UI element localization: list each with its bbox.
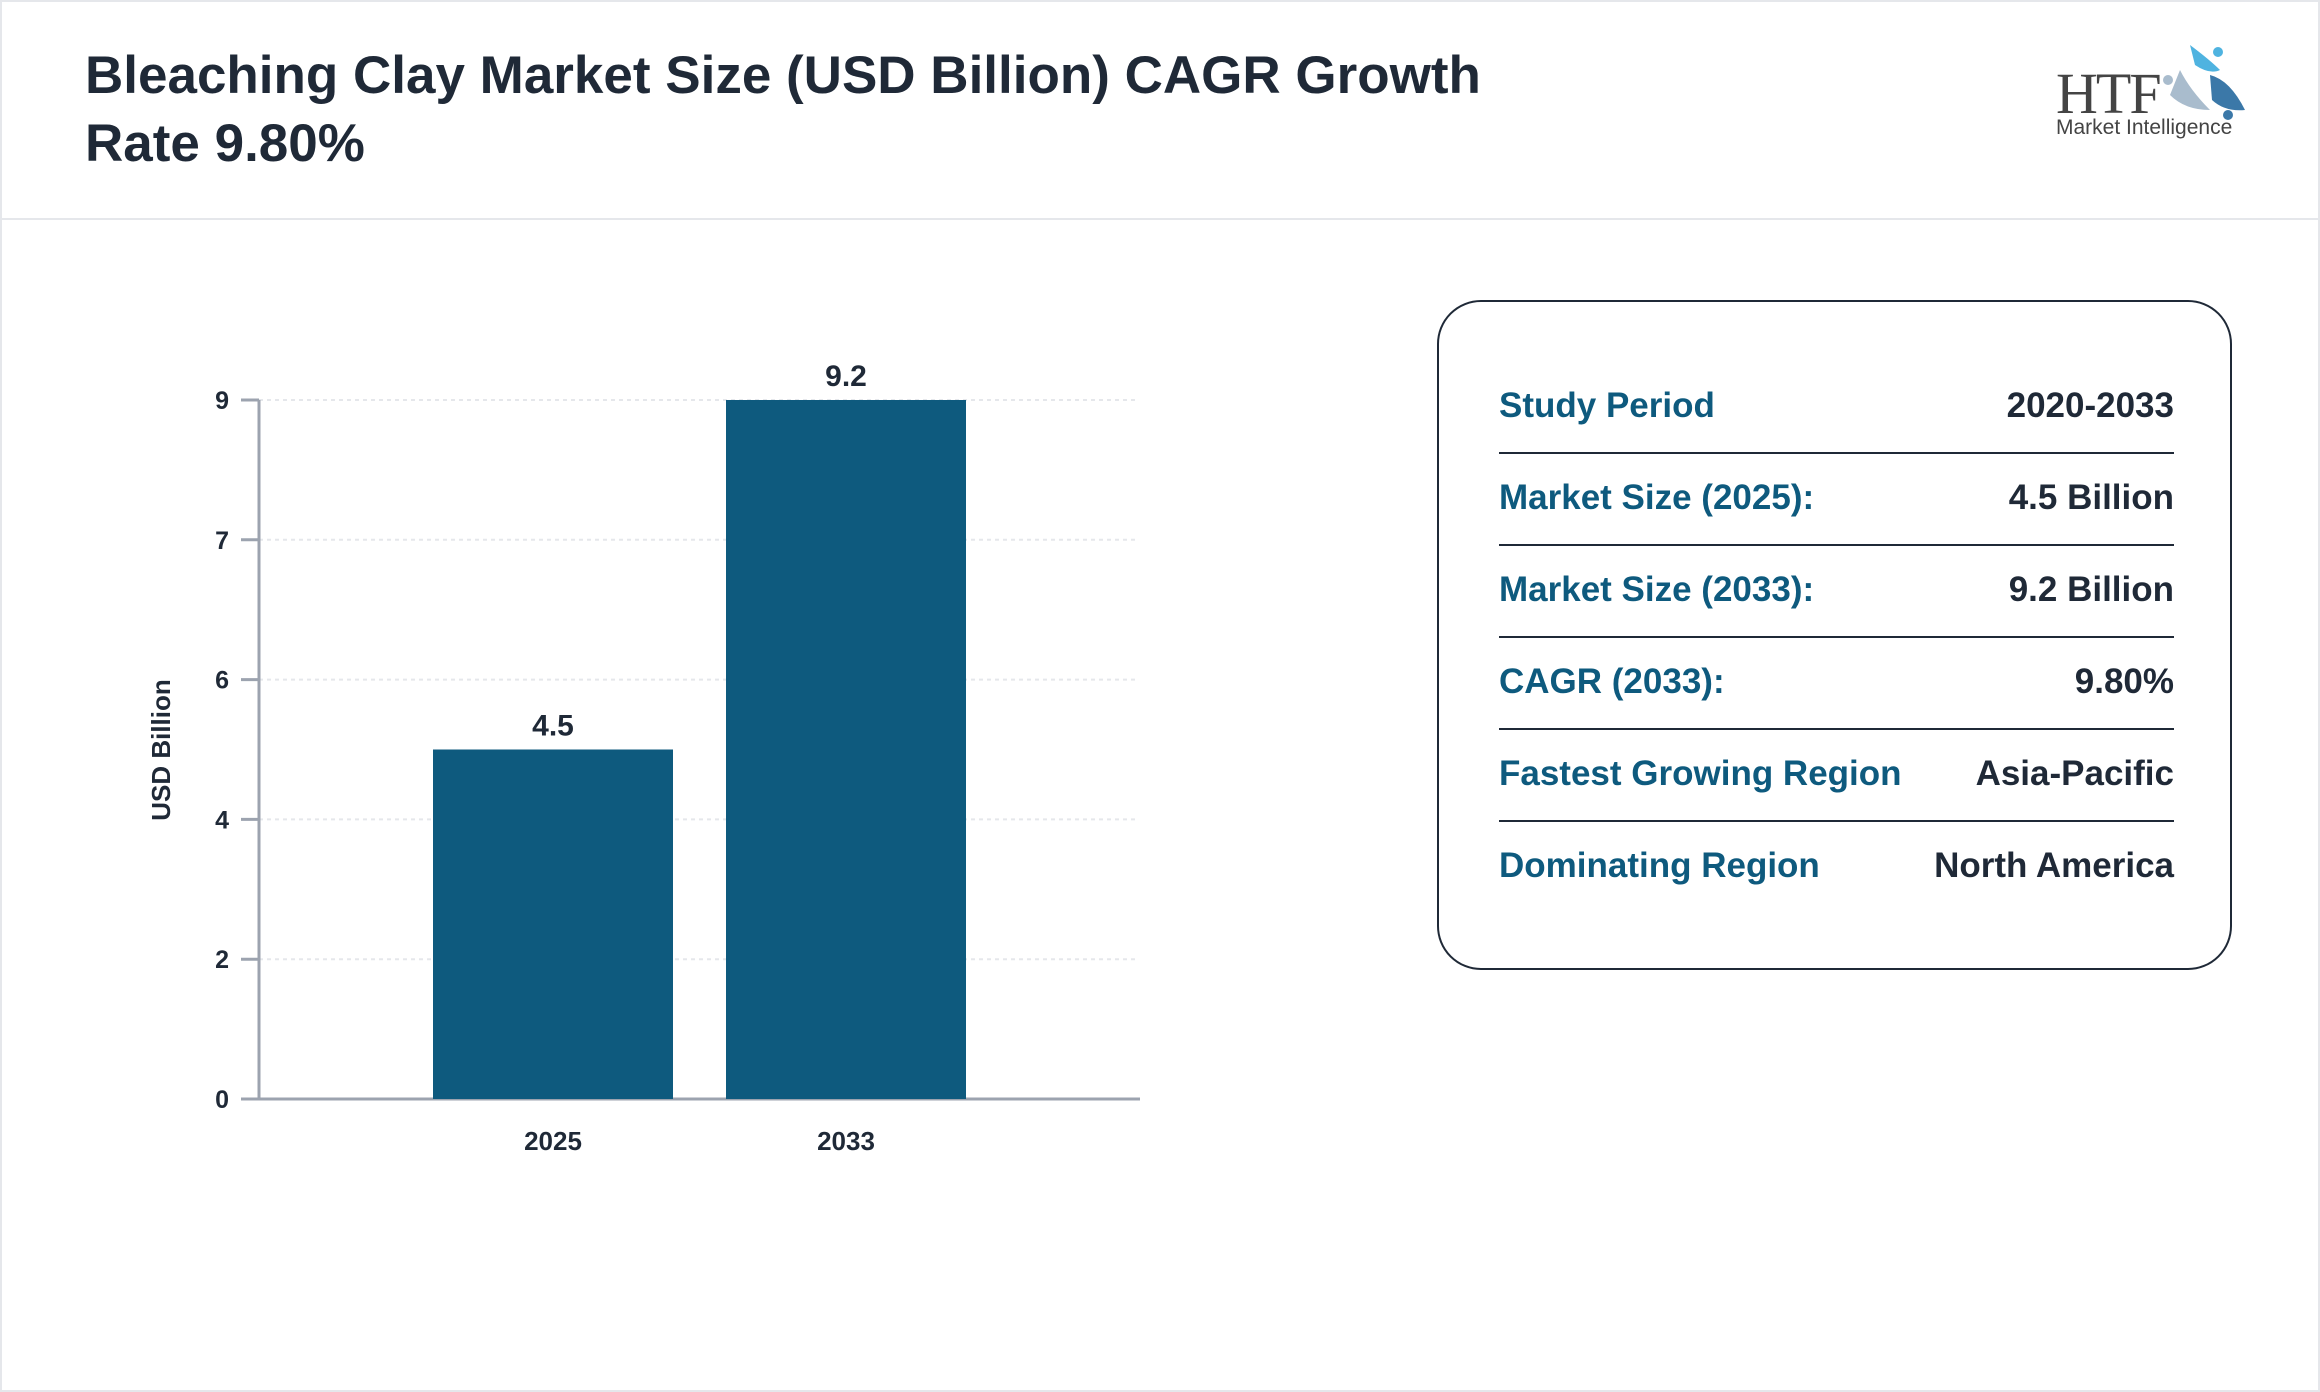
summary-value: 2020-2033 [2006,386,2174,425]
bar-chart: 0 2 4 6 7 9 USD Billion 4.5 2025 9.2 2033 [146,360,1140,1156]
summary-card: Study Period 2020-2033 Market Size (2025):… [1437,300,2232,970]
bar [433,749,673,1099]
summary-row: Market Size (2033): 9.2 Billion [1499,544,2174,638]
bar [726,400,966,1099]
data-label: 9.2 [825,360,867,393]
logo-subtext: Market Intelligence [2056,116,2233,139]
x-tick-label: 2025 [524,1126,582,1156]
summary-row: Fastest Growing Region Asia-Pacific [1499,728,2174,822]
summary-row: CAGR (2033): 9.80% [1499,636,2174,730]
summary-row: Dominating Region North America [1499,820,2174,912]
summary-value: North America [1934,846,2174,885]
y-tick-label: 6 [215,667,229,695]
summary-label: CAGR (2033): [1499,662,1725,701]
summary-label: Market Size (2025): [1499,478,1815,517]
logo-figures-icon [2163,45,2245,120]
htf-logo: HTF Market Intelligence [2050,40,2250,150]
summary-label: Study Period [1499,386,1715,425]
header: Bleaching Clay Market Size (USD Billion)… [0,0,2320,220]
summary-value: 9.2 Billion [2008,570,2174,609]
summary-value: Asia-Pacific [1975,754,2174,793]
y-tick-label: 7 [215,527,229,555]
x-tick-label: 2033 [817,1126,875,1156]
summary-label: Fastest Growing Region [1499,754,1902,793]
summary-row: Study Period 2020-2033 [1499,360,2174,454]
page-title: Bleaching Clay Market Size (USD Billion)… [85,46,1481,173]
y-axis-title: USD Billion [146,679,176,821]
y-tick-label: 2 [215,946,229,974]
summary-label: Market Size (2033): [1499,570,1815,609]
summary-value: 4.5 Billion [2008,478,2174,517]
y-tick-label: 0 [215,1086,229,1114]
y-tick-label: 4 [215,806,229,834]
summary-label: Dominating Region [1499,846,1820,885]
logo-text: HTF [2056,61,2162,126]
y-tick-label: 9 [215,387,229,415]
summary-row: Market Size (2025): 4.5 Billion [1499,452,2174,546]
summary-value: 9.80% [2074,662,2174,701]
data-label: 4.5 [532,710,574,743]
